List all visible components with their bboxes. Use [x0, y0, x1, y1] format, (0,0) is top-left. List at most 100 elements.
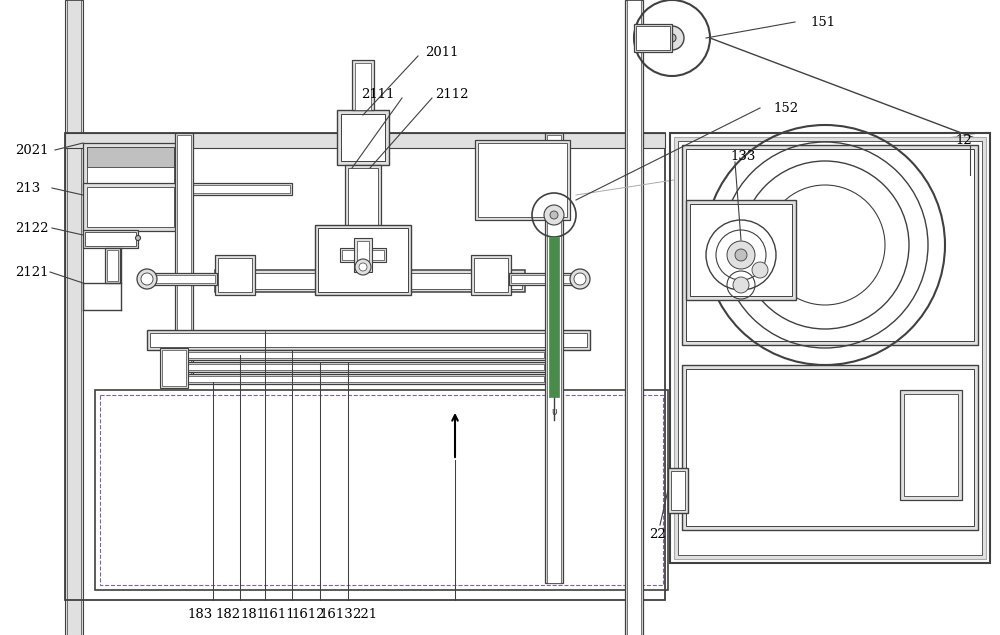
Bar [690, 204, 792, 296]
Text: 213: 213 [15, 182, 40, 194]
Text: 133: 133 [730, 150, 755, 163]
Text: 1612: 1612 [291, 608, 325, 620]
Text: 2112: 2112 [435, 88, 468, 100]
Bar [686, 369, 974, 526]
Bar [671, 471, 685, 510]
Circle shape [550, 211, 558, 219]
Bar [547, 135, 561, 583]
Circle shape [727, 241, 755, 269]
Bar [348, 168, 378, 270]
Bar [175, 133, 193, 383]
Text: 2121: 2121 [15, 265, 48, 279]
Text: υ: υ [551, 407, 557, 417]
Bar [87, 187, 174, 227]
Text: 2021: 2021 [15, 144, 48, 156]
Bar [357, 241, 369, 269]
Bar [160, 348, 188, 388]
Text: 183: 183 [187, 608, 213, 620]
Bar [65, 0, 83, 635]
Bar [177, 135, 191, 383]
Bar [625, 0, 643, 635]
Bar [670, 133, 990, 563]
Bar [509, 273, 579, 285]
Bar [215, 270, 525, 292]
Text: 221: 221 [352, 608, 378, 620]
Text: 151: 151 [810, 15, 835, 29]
Bar [83, 183, 178, 231]
Circle shape [752, 262, 768, 278]
Circle shape [660, 26, 684, 50]
Bar [162, 350, 186, 386]
Bar [627, 0, 641, 635]
Circle shape [355, 259, 371, 275]
Bar [686, 200, 796, 300]
Circle shape [137, 269, 157, 289]
Bar [185, 362, 547, 372]
Bar [147, 330, 590, 350]
Bar [218, 258, 252, 292]
Bar [475, 140, 570, 220]
Bar [682, 365, 978, 530]
Bar [85, 232, 136, 246]
Text: 182: 182 [215, 608, 241, 620]
Bar [218, 273, 522, 289]
Bar [355, 63, 371, 110]
Bar [354, 238, 372, 272]
Bar [107, 250, 118, 281]
Bar [337, 110, 389, 165]
Bar [179, 185, 290, 193]
Circle shape [733, 277, 749, 293]
Text: 1611: 1611 [261, 608, 295, 620]
Bar [341, 114, 385, 161]
Text: 2011: 2011 [425, 46, 458, 58]
Bar [83, 143, 178, 191]
Bar [549, 237, 559, 397]
Bar [315, 225, 411, 295]
Bar [352, 60, 374, 110]
Text: 2122: 2122 [15, 222, 48, 234]
Bar [345, 165, 381, 270]
Bar [65, 133, 665, 600]
Bar [188, 376, 544, 382]
Text: 1613: 1613 [319, 608, 353, 620]
Bar [87, 147, 174, 191]
Bar [150, 333, 587, 347]
Bar [87, 147, 174, 167]
Circle shape [574, 273, 586, 285]
Bar [904, 394, 958, 496]
Text: 2111: 2111 [362, 88, 395, 100]
Bar [185, 374, 547, 384]
Bar [318, 228, 408, 292]
Bar [682, 145, 978, 345]
Bar [185, 350, 547, 360]
Circle shape [735, 249, 747, 261]
Bar [545, 133, 563, 583]
Bar [634, 24, 672, 52]
Bar [100, 395, 663, 585]
Bar [678, 141, 982, 555]
Bar [65, 133, 665, 148]
Circle shape [544, 205, 564, 225]
Bar [471, 255, 511, 295]
Bar [511, 275, 577, 283]
Bar [188, 352, 544, 358]
Circle shape [570, 269, 590, 289]
Circle shape [359, 263, 367, 271]
Bar [478, 143, 567, 217]
Bar [474, 258, 508, 292]
Bar [149, 275, 215, 283]
Bar [147, 273, 217, 285]
Text: 181: 181 [240, 608, 266, 620]
Circle shape [668, 34, 676, 42]
Bar [674, 137, 986, 559]
Bar [686, 149, 974, 341]
Bar [105, 248, 120, 283]
Bar [95, 390, 668, 590]
Text: 12: 12 [955, 133, 972, 147]
Bar [83, 230, 138, 248]
Bar [342, 250, 384, 260]
Text: 152: 152 [773, 102, 798, 114]
Bar [900, 390, 962, 500]
Bar [636, 26, 670, 50]
Text: 22: 22 [650, 528, 666, 542]
